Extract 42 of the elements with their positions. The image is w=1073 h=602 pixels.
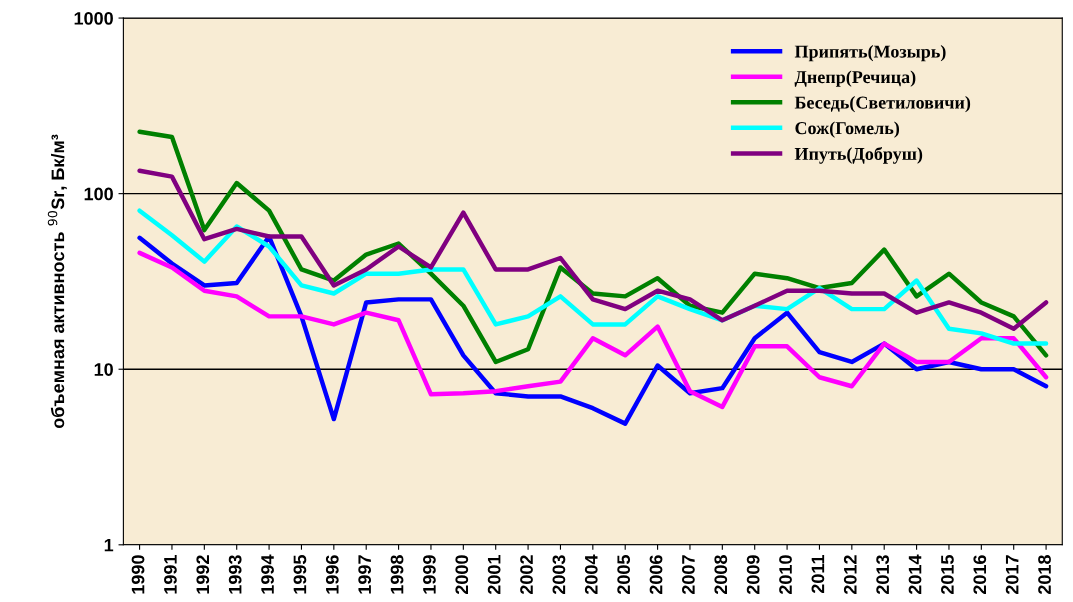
x-tick-label: 1992 (196, 555, 210, 594)
line-series (137, 250, 1049, 410)
x-tick-label: 2010 (779, 555, 792, 595)
legend-label: Ипуть(Добруш) (794, 146, 923, 164)
x-tick-label: 2007 (682, 555, 695, 595)
x-tick-label: 2014 (908, 554, 922, 595)
legend-label: Припять(Мозырь) (794, 44, 946, 62)
line-series (137, 234, 1049, 426)
x-tick-label: 1993 (228, 555, 242, 594)
x-tick-label: 2009 (746, 555, 760, 595)
x-tick-label: 1998 (390, 555, 404, 594)
x-tick-label: 2011 (811, 555, 825, 594)
x-tick-label: 1995 (293, 555, 307, 594)
y-tick-label: 1 (104, 538, 114, 552)
legend-label: Сож(Гомель) (795, 121, 900, 138)
x-tick-label: 1994 (261, 554, 274, 594)
x-tick-label: 1990 (131, 555, 145, 594)
x-tick-label: 2018 (1038, 555, 1051, 595)
x-tick-label: 1991 (164, 555, 177, 594)
x-tick-label: 2000 (455, 555, 469, 595)
x-tick-label: 2001 (487, 555, 501, 595)
y-tick-label: 100 (84, 187, 113, 201)
x-tick-label: 2002 (520, 555, 533, 595)
legend-label: Беседь(Светиловичи) (794, 95, 971, 113)
x-tick-label: 2005 (617, 555, 631, 595)
y-tick-label: 1000 (74, 11, 113, 25)
legend-label: Днепр(Речица) (794, 70, 916, 87)
x-tick-label: 1996 (325, 555, 339, 594)
x-tick-label: 2008 (714, 555, 728, 595)
x-tick-label: 2012 (843, 555, 857, 595)
y-tick-label: 10 (94, 363, 113, 376)
x-tick-label: 2015 (941, 555, 954, 595)
x-tick-label: 2016 (973, 555, 987, 595)
x-tick-label: 2003 (552, 555, 566, 595)
x-tick-label: 2006 (649, 555, 663, 595)
x-tick-label: 2013 (876, 555, 890, 595)
x-tick-label: 1997 (358, 555, 372, 594)
x-tick-label: 2004 (584, 554, 598, 595)
x-tick-label: 2017 (1005, 555, 1019, 595)
y-axis-title: объемная активность $^{90}$Sr, Бк/м³ (47, 134, 67, 429)
x-tick-label: 1999 (423, 555, 436, 594)
line-series (137, 168, 1049, 331)
